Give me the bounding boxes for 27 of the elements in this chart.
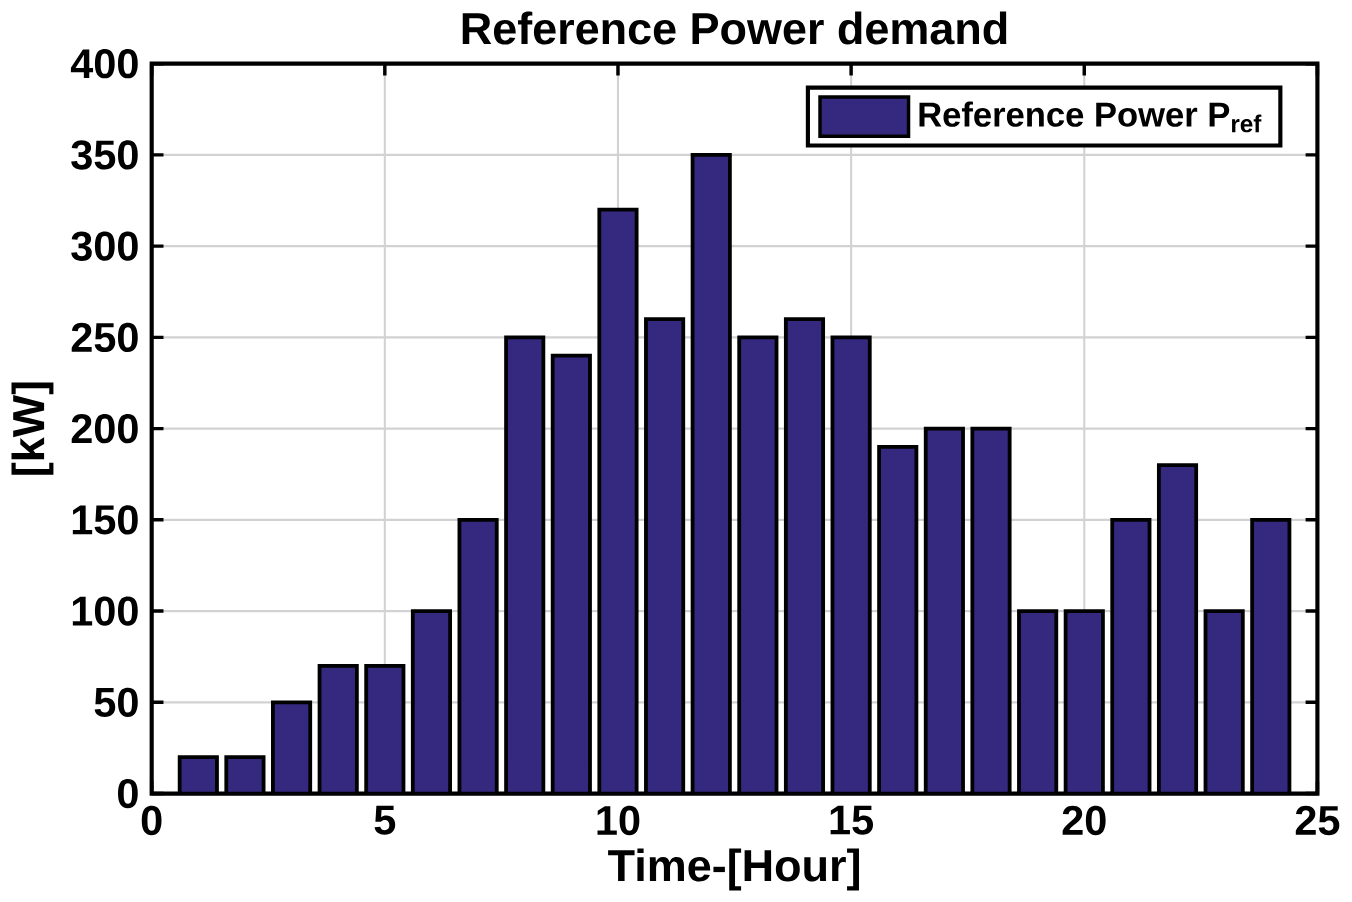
x-tick-label: 5 — [374, 805, 396, 835]
bar — [879, 446, 917, 794]
bar — [692, 154, 730, 794]
bar — [972, 428, 1010, 794]
x-tick-label: 15 — [830, 805, 874, 835]
x-tick-label: 20 — [1062, 805, 1106, 836]
y-axis-title: [kW] — [11, 382, 54, 475]
chart-title: Reference Power demand — [462, 11, 1007, 45]
bar — [459, 519, 497, 794]
bar — [832, 337, 870, 794]
x-tick-label: 10 — [597, 805, 640, 836]
y-tick-label: 100 — [72, 596, 138, 626]
bar — [599, 209, 637, 794]
y-tick-label: 400 — [70, 49, 138, 79]
y-tick-label: 350 — [71, 140, 138, 170]
bar — [1112, 519, 1150, 794]
bar — [739, 337, 777, 794]
y-tick-label: 150 — [72, 505, 138, 535]
y-tick-label: 300 — [71, 231, 138, 261]
y-tick-label: 250 — [71, 322, 138, 353]
x-tick-label: 25 — [1295, 805, 1340, 836]
y-tick-label: 200 — [71, 413, 138, 444]
y-tick-label: 50 — [94, 687, 138, 718]
legend-label: Reference Power P$_{ref}$ — [919, 101, 1262, 133]
x-axis-title: Time-[Hour] — [608, 848, 859, 891]
y-tick-label: 0 — [118, 778, 138, 809]
x-tick-label: 0 — [141, 805, 162, 836]
